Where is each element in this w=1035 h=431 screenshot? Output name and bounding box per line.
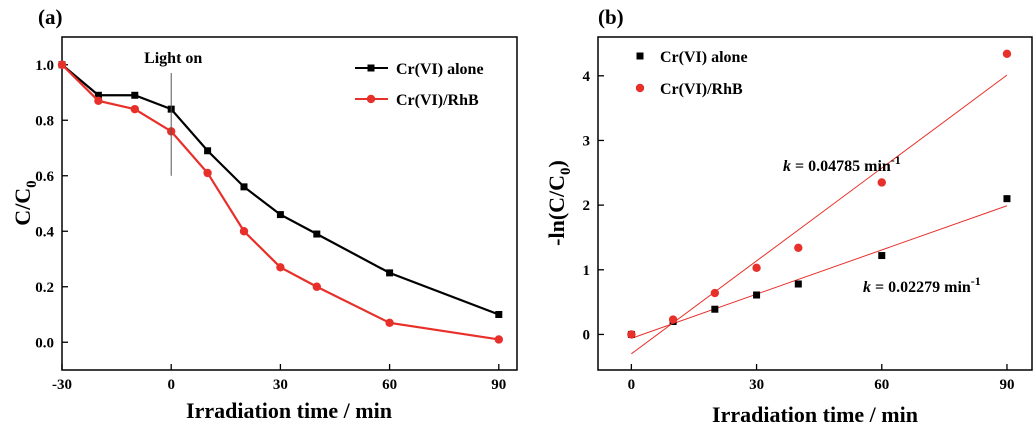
panel-b-point-cr-vi-alone bbox=[711, 305, 719, 313]
panel-b-frame bbox=[597, 36, 1033, 371]
panel-b-y-tick-label: 0 bbox=[583, 327, 591, 343]
light-on-annotation: Light on bbox=[144, 50, 202, 67]
rate-label-cr-alone-sup: -1 bbox=[971, 274, 981, 288]
panel-a-point-cr-vi-rhb bbox=[276, 263, 285, 272]
panel-b-label: (b) bbox=[598, 5, 624, 29]
panel-b-y-tick-label: 4 bbox=[583, 69, 591, 85]
panel-b-y-tick-label: 3 bbox=[583, 133, 591, 149]
panel-a-point-cr-vi-alone bbox=[313, 230, 321, 238]
panel-a-point-cr-vi-alone bbox=[386, 269, 394, 277]
panel-a-point-cr-vi-rhb bbox=[57, 60, 67, 69]
panel-b-fit-line-cr-vi-rhb bbox=[631, 74, 1008, 355]
panel-b-plot-area bbox=[627, 49, 1012, 355]
panel-a-x-tick-label: 90 bbox=[491, 377, 506, 393]
panel-a-point-cr-vi-rhb bbox=[494, 335, 503, 344]
panel-a-y-title-sub: 0 bbox=[24, 180, 40, 188]
panel-b-point-cr-vi-alone bbox=[794, 280, 802, 288]
rate-label-cr-rhb-k: k bbox=[783, 158, 791, 175]
panel-a-point-cr-vi-alone bbox=[495, 311, 503, 318]
panel-a-x-tick-label: 60 bbox=[382, 377, 397, 393]
panel-a-x-tick-label: -30 bbox=[52, 377, 72, 393]
panel-a-point-cr-vi-rhb bbox=[203, 168, 212, 178]
panel-a-point-cr-vi-alone bbox=[276, 211, 284, 219]
legend-b-label-cr-rhb: Cr(VI)/RhB bbox=[660, 81, 743, 98]
panel-b-x-tick-label: 60 bbox=[874, 377, 889, 393]
rate-label-cr-alone: k = 0.02279 min-1 bbox=[863, 274, 981, 296]
panel-a-ticks: -30 0 30 60 90 0.0 0.2 0.4 0.6 0.8 1.0 bbox=[35, 58, 506, 393]
panel-a-series-line-cr-vi-rhb bbox=[61, 63, 499, 341]
panel-b-point-cr-vi-rhb bbox=[752, 263, 761, 273]
panel-a-y-tick-label: 0.6 bbox=[35, 169, 54, 185]
panel-a: (a) -30 0 30 60 90 0.0 0.2 0.4 0.6 0.8 1.0 Irradia… bbox=[10, 5, 518, 423]
panel-a-point-cr-vi-alone bbox=[240, 183, 248, 191]
panel-b-point-cr-vi-rhb bbox=[668, 315, 678, 324]
panel-b-y-axis-title: -ln(C/C0) bbox=[544, 160, 574, 246]
rate-label-cr-rhb: k = 0.04785 min-1 bbox=[783, 153, 901, 175]
panel-b-x-axis-title: Irradiation time / min bbox=[712, 402, 918, 427]
legend-a-label-cr-rhb: Cr(VI)/RhB bbox=[396, 92, 479, 109]
panel-a-y-tick-label: 1.0 bbox=[35, 58, 54, 74]
panel-a-point-cr-vi-alone bbox=[94, 91, 102, 99]
panel-b-point-cr-vi-rhb bbox=[1002, 49, 1012, 59]
panel-b-point-cr-vi-alone bbox=[753, 291, 761, 299]
panel-b-ticks: 0 30 60 90 0 1 2 3 4 bbox=[583, 69, 1015, 393]
legend-b-label-cr-alone: Cr(VI) alone bbox=[660, 49, 748, 66]
panel-a-x-axis-title: Irradiation time / min bbox=[186, 398, 392, 423]
legend-a-marker-cr-rhb bbox=[366, 94, 376, 104]
panel-b-y-title-sub: 0 bbox=[558, 167, 574, 175]
panel-b-point-cr-vi-rhb bbox=[710, 288, 720, 298]
panel-b-legend: Cr(VI) alone Cr(VI)/RhB bbox=[635, 49, 748, 98]
panel-a-y-tick-label: 0.4 bbox=[35, 224, 54, 240]
panel-a-point-cr-vi-rhb bbox=[130, 104, 139, 114]
rate-label-cr-rhb-value: = 0.04785 min bbox=[791, 158, 891, 175]
panel-a-y-axis-title: C/C0 bbox=[10, 180, 40, 225]
panel-b-y-title-main: -ln(C/C bbox=[544, 175, 569, 246]
panel-b-x-tick-label: 30 bbox=[749, 377, 764, 393]
rate-label-cr-rhb-sup: -1 bbox=[891, 153, 901, 167]
panel-b-fit-line-cr-vi-alone bbox=[631, 205, 1008, 339]
panel-a-point-cr-vi-alone bbox=[131, 91, 139, 99]
legend-b-marker-cr-alone bbox=[636, 52, 644, 60]
panel-a-y-tick-label: 0.2 bbox=[35, 280, 54, 296]
panel-a-x-tick-label: 0 bbox=[167, 377, 175, 393]
panel-a-point-cr-vi-rhb bbox=[312, 282, 321, 291]
rate-label-cr-alone-k: k bbox=[863, 279, 871, 296]
panel-b-point-cr-vi-rhb bbox=[627, 330, 636, 339]
legend-a-label-cr-alone: Cr(VI) alone bbox=[396, 61, 484, 78]
panel-b-point-cr-vi-alone bbox=[1003, 195, 1011, 203]
panel-a-legend: Cr(VI) alone Cr(VI)/RhB bbox=[355, 61, 484, 109]
panel-a-y-tick-label: 0.0 bbox=[35, 335, 54, 351]
panel-a-point-cr-vi-rhb bbox=[239, 227, 249, 236]
legend-a-marker-cr-alone bbox=[367, 64, 375, 72]
panel-b-x-tick-label: 90 bbox=[999, 377, 1014, 393]
panel-a-y-title-main: C/C bbox=[10, 188, 35, 226]
panel-a-y-tick-label: 0.8 bbox=[35, 113, 54, 129]
panel-a-point-cr-vi-alone bbox=[204, 147, 212, 155]
panel-a-point-cr-vi-rhb bbox=[94, 96, 103, 106]
panel-a-label: (a) bbox=[38, 5, 63, 29]
panel-a-series-line-cr-vi-alone bbox=[61, 63, 500, 316]
panel-a-frame bbox=[61, 36, 518, 371]
panel-a-x-tick-label: 30 bbox=[273, 377, 288, 393]
panel-b-y-title-end: ) bbox=[544, 160, 569, 167]
panel-b-y-tick-label: 1 bbox=[583, 263, 591, 279]
panel-b-point-cr-vi-rhb bbox=[794, 243, 803, 252]
panel-b-point-cr-vi-alone bbox=[878, 252, 886, 260]
panel-b-x-tick-label: 0 bbox=[628, 377, 636, 393]
panel-b-y-tick-label: 2 bbox=[583, 198, 591, 214]
rate-label-cr-alone-value: = 0.02279 min bbox=[871, 279, 971, 296]
panel-a-plot-area bbox=[57, 60, 503, 344]
legend-b-marker-cr-rhb bbox=[635, 83, 645, 93]
panel-a-point-cr-vi-rhb bbox=[385, 318, 394, 328]
panel-b-point-cr-vi-rhb bbox=[877, 178, 886, 187]
